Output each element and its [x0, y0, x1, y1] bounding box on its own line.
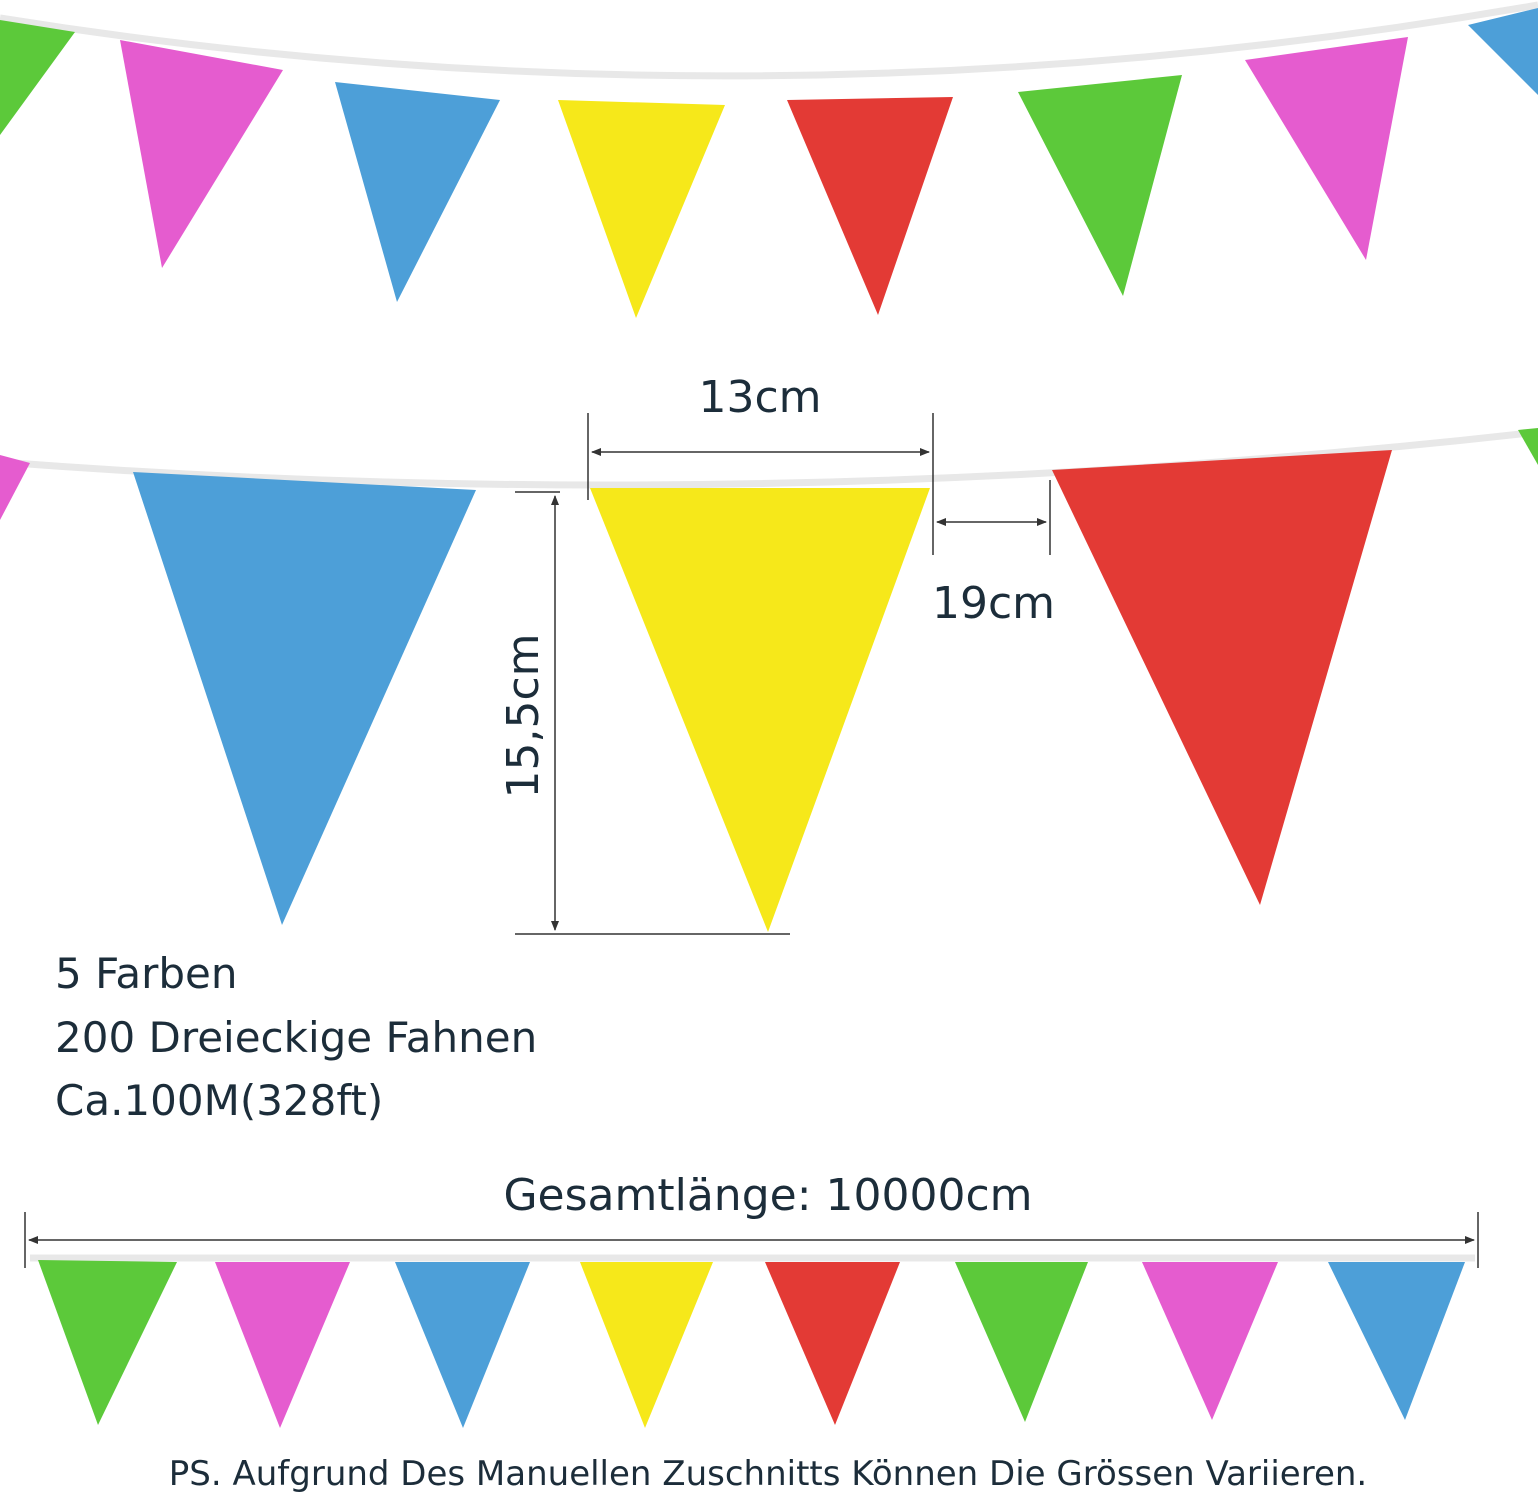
note: PS. Aufgrund Des Manuellen Zuschnitts Kö… — [169, 1454, 1367, 1494]
info-line: 200 Dreieckige Fahnen — [55, 1013, 537, 1062]
total-length-line — [24, 1212, 1479, 1268]
width-label: 13cm — [698, 372, 821, 423]
gap-label: 19cm — [932, 578, 1055, 629]
middle-bunting — [0, 428, 1538, 932]
height-label: 15,5cm — [498, 633, 549, 798]
info-line: Ca.100M(328ft) — [55, 1076, 383, 1125]
dimension-lines — [515, 413, 1051, 935]
total-length-label: Gesamtlänge: 10000cm — [503, 1170, 1032, 1221]
bottom-bunting — [30, 1254, 1475, 1428]
info-line: 5 Farben — [55, 949, 238, 998]
top-bunting — [0, 1, 1538, 318]
